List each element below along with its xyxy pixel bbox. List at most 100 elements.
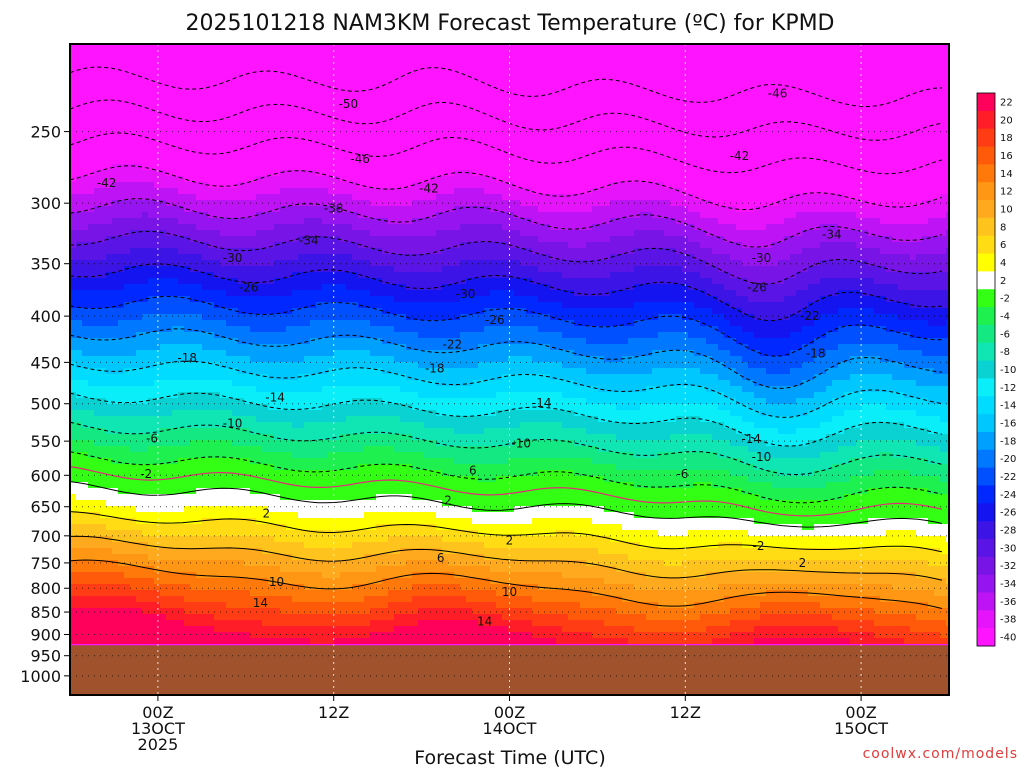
plot-area: -50-46-42-46 -42-42-38-34 -34-30 -30-26 -26-… — [70, 44, 949, 695]
colorbar-tick-label: -8 — [1000, 347, 1010, 358]
colorbar-tick-label: -26 — [1000, 508, 1016, 519]
colorbar-swatch — [977, 592, 995, 611]
contour-label: -34 — [822, 228, 842, 242]
colorbar-tick-label: 22 — [1000, 97, 1013, 108]
contour-label: -38 — [324, 201, 344, 215]
contour-label: -30 — [456, 287, 476, 301]
colorbar-swatch — [977, 307, 995, 326]
colorbar-frame — [976, 92, 996, 647]
y-tick-label: 750 — [30, 554, 61, 573]
x-tick-label: 12Z — [670, 703, 701, 722]
colorbar-swatch — [977, 253, 995, 272]
contour-label: 2 — [799, 556, 807, 570]
contour-label: -2 — [140, 467, 152, 481]
colorbar-swatch — [977, 556, 995, 576]
colorbar-tick-label: -18 — [1000, 436, 1016, 447]
contour-label: 2 — [444, 494, 452, 508]
contour-line — [70, 392, 943, 447]
grid-lines — [70, 44, 949, 695]
y-tick-label: 500 — [30, 395, 61, 414]
colorbar-tick-label: -12 — [1000, 383, 1016, 394]
colorbar-tick-label: -6 — [1000, 329, 1010, 340]
y-tick-label: 700 — [30, 527, 61, 546]
colorbar-tick-label: -16 — [1000, 419, 1016, 430]
colorbar-tick-label: -40 — [1000, 633, 1016, 644]
contour-label: -22 — [800, 309, 820, 323]
colorbar-tick-label: -4 — [1000, 311, 1010, 322]
colorbar-tick-label: -22 — [1000, 472, 1016, 483]
colorbar-tick-label: -34 — [1000, 579, 1016, 590]
y-tick-label: 650 — [30, 498, 61, 517]
contour-label: 14 — [477, 615, 492, 629]
contour-line — [70, 421, 943, 476]
colorbar: 22 20 18 16 14 12 10 8 6 4 2 -2 -4 -6 -8 -10 -12 -14 -16 -1… — [976, 92, 1016, 647]
colorbar-tick-label: -38 — [1000, 615, 1016, 626]
contour-label: 14 — [253, 596, 268, 610]
colorbar-tick-label: -30 — [1000, 543, 1016, 554]
contour-line — [70, 263, 943, 322]
y-tick-label: 950 — [30, 647, 61, 666]
colorbar-swatch — [977, 378, 995, 397]
x-tick-label: 14OCT — [483, 719, 537, 738]
temperature-bands — [70, 44, 949, 695]
contour-line — [70, 511, 943, 553]
contour-label: -26 — [485, 313, 505, 327]
contour-line — [70, 328, 943, 389]
colorbar-swatch — [977, 146, 995, 165]
contour-label: -10 — [752, 450, 772, 464]
y-tick-label: 550 — [30, 432, 61, 451]
colorbar-swatch — [977, 200, 995, 219]
contour-label: -22 — [443, 338, 463, 352]
colorbar-swatch — [977, 521, 995, 540]
contour-label: -18 — [425, 361, 445, 375]
colorbar-tick-label: 6 — [1000, 240, 1006, 251]
colorbar-swatch — [977, 324, 995, 344]
colorbar-swatch — [977, 164, 995, 183]
colorbar-swatch — [977, 485, 995, 504]
colorbar-tick-label: -2 — [1000, 294, 1010, 305]
contour-line — [70, 230, 943, 285]
contour-label: -6 — [146, 431, 158, 445]
x-tick-label: 12Z — [318, 703, 349, 722]
colorbar-tick-label: -10 — [1000, 365, 1016, 376]
colorbar-tick-label: 2 — [1000, 276, 1006, 287]
colorbar-tick-label: 16 — [1000, 151, 1013, 162]
colorbar-swatch — [977, 342, 995, 362]
contour-line — [70, 559, 943, 609]
colorbar-tick-label: -14 — [1000, 401, 1016, 412]
x-tick-label: 00Z — [845, 703, 876, 722]
colorbar-tick-label: -32 — [1000, 561, 1016, 572]
y-tick-label: 400 — [30, 307, 61, 326]
x-tick-label: 00Z — [494, 703, 525, 722]
contour-label: -30 — [752, 251, 772, 265]
contour-label: -6 — [676, 467, 688, 481]
contour-label: 2 — [262, 506, 270, 520]
y-tick-label: 250 — [30, 123, 61, 142]
chart-title: 2025101218 NAM3KM Forecast Temperature (… — [185, 11, 834, 36]
contour-label: -10 — [511, 436, 531, 450]
colorbar-tick-label: -36 — [1000, 597, 1016, 608]
colorbar-swatch — [977, 110, 995, 130]
contour-label: -14 — [265, 390, 285, 404]
colorbar-swatch — [977, 128, 995, 148]
colorbar-swatch — [977, 396, 995, 415]
colorbar-tick-label: -20 — [1000, 454, 1016, 465]
colorbar-swatch — [977, 360, 995, 379]
colorbar-tick-label: 8 — [1000, 222, 1006, 233]
contour-label: 10 — [269, 575, 284, 589]
colorbar-swatch — [977, 431, 995, 451]
y-tick-label: 450 — [30, 353, 61, 372]
contour-line — [70, 198, 943, 248]
colorbar-swatch — [977, 538, 995, 558]
y-tick-label: 900 — [30, 625, 61, 644]
contour-label: -14 — [741, 432, 761, 446]
colorbar-swatch — [977, 289, 995, 308]
colorbar-swatch — [977, 574, 995, 593]
contour-line — [70, 360, 943, 418]
colorbar-swatch — [977, 182, 995, 201]
contour-label: -42 — [97, 176, 117, 190]
colorbar-swatch — [977, 610, 995, 629]
contour-label: -46 — [768, 87, 788, 101]
